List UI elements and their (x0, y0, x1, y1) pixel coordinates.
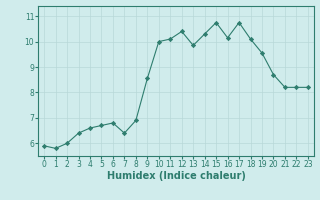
X-axis label: Humidex (Indice chaleur): Humidex (Indice chaleur) (107, 171, 245, 181)
